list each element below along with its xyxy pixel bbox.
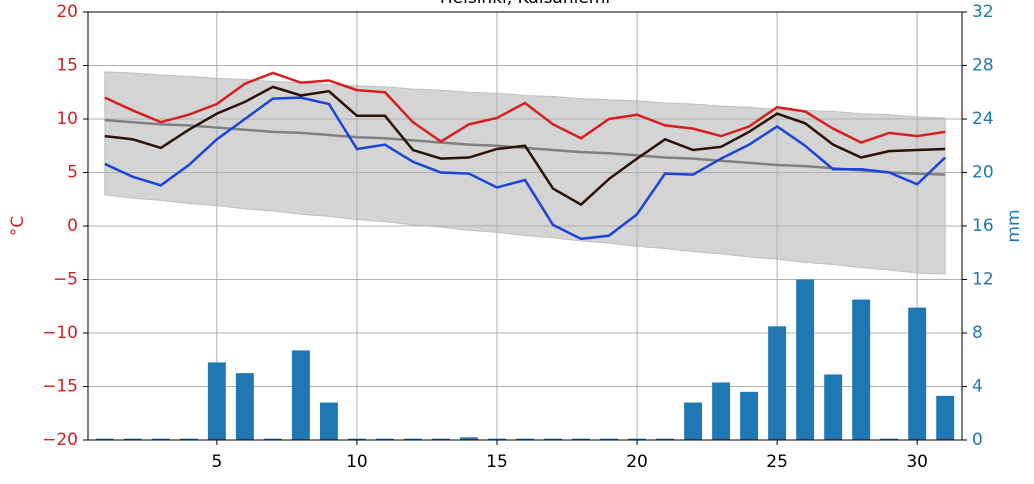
y2-tick-label: 12 [972,270,994,290]
x-tick-label: 5 [211,452,222,472]
y2-tick-label: 32 [972,2,994,22]
precipitation-bar [684,402,703,440]
x-tick-label: 15 [486,452,508,472]
precipitation-bar [600,438,619,440]
y2-tick-label: 4 [972,377,983,397]
precipitation-bar [768,326,787,440]
x-tick-label: 30 [906,452,928,472]
precipitation-bar [235,373,254,440]
precipitation-bar [151,438,170,440]
precipitation-bar [179,438,198,440]
y-tick-label: 0 [67,216,78,236]
y-tick-label: 15 [56,56,78,76]
y2-tick-label: 0 [972,430,983,450]
precipitation-bar [880,438,899,440]
y-tick-label: −20 [42,430,78,450]
y2-axis-label: mm [1004,209,1024,242]
precipitation-bar [347,438,366,440]
y-tick-label: −5 [53,270,78,290]
x-tick-label: 20 [626,452,648,472]
precipitation-bar [460,437,478,440]
y2-tick-label: 28 [972,56,994,76]
precipitation-bar [319,402,338,440]
precipitation-bar [796,279,815,440]
y-tick-label: −15 [42,377,78,397]
precipitation-bar [908,307,927,440]
y-tick-label: 10 [56,109,78,129]
normal-range-band [104,71,946,275]
precipitation-bar [544,438,562,440]
plot-frame [87,11,963,441]
y2-tick-label: 16 [972,216,994,236]
temperature-line [104,96,947,241]
precipitation-bar [123,438,142,440]
precipitation-bar [936,395,955,440]
precipitation-bar [431,438,450,440]
precipitation-bar [572,438,590,440]
precipitation-bar [656,438,675,440]
y2-tick-label: 24 [972,109,994,129]
precipitation-bar [403,438,422,440]
chart-title: Helsinki, Kaisaniemi [440,0,610,8]
precipitation-bar [95,438,114,440]
temperature-line [104,71,946,144]
y2-tick-label: 8 [972,323,983,343]
y-axis-label: °C [8,216,28,236]
y2-tick-label: 20 [972,163,994,183]
precipitation-bar [852,299,871,440]
precipitation-bar [291,350,310,440]
precipitation-bar [628,438,647,440]
precipitation-bar [207,362,226,440]
precipitation-bar [516,438,534,440]
precipitation-bar [488,438,506,440]
y-tick-label: −10 [42,323,78,343]
y-tick-label: 20 [56,2,78,22]
precipitation-bar [263,438,282,440]
precipitation-bar [740,391,759,440]
precipitation-bar [824,374,843,440]
x-tick-label: 25 [766,452,788,472]
temperature-line [104,85,946,207]
precipitation-bar [375,438,394,440]
y-tick-label: 5 [67,163,78,183]
precipitation-bar [712,382,731,440]
x-tick-label: 10 [346,452,368,472]
